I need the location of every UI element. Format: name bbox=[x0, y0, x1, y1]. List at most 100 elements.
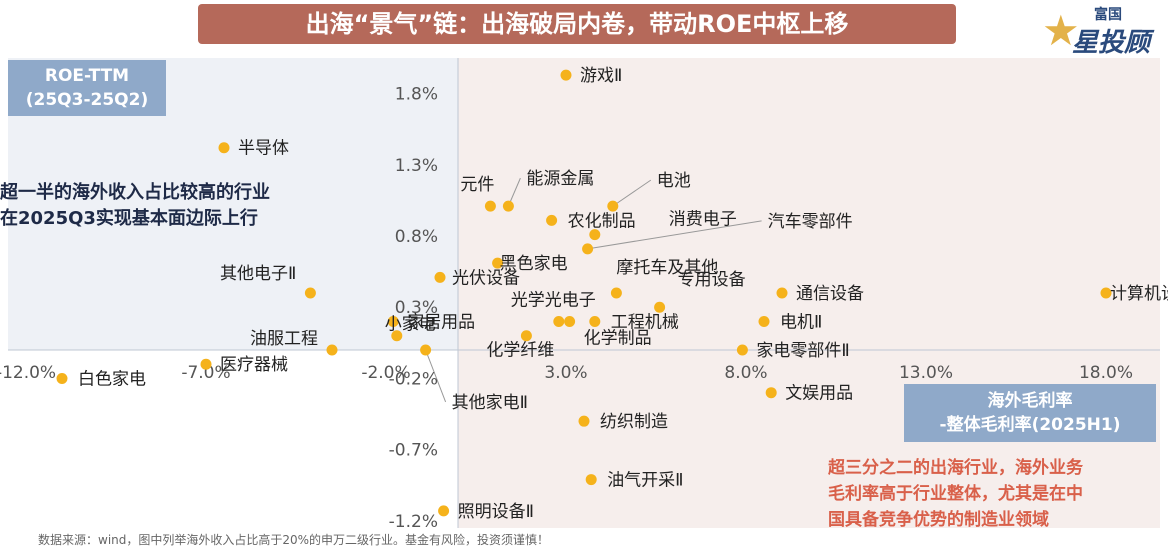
annotation-right-line1: 超三分之二的出海行业，海外业务 bbox=[828, 458, 1083, 478]
data-point bbox=[218, 142, 230, 154]
y-tick-label: 1.3% bbox=[395, 156, 438, 176]
data-label: 家居用品 bbox=[407, 312, 475, 332]
data-point bbox=[387, 315, 399, 327]
y-tick-label: -0.7% bbox=[389, 441, 438, 461]
data-label: 通信设备 bbox=[796, 284, 864, 304]
data-label: 化学纤维 bbox=[486, 341, 554, 361]
y-tick-label: 0.3% bbox=[395, 298, 438, 318]
data-label: 其他电子Ⅱ bbox=[220, 264, 296, 284]
data-label: 电机Ⅱ bbox=[780, 312, 822, 332]
data-point bbox=[438, 505, 450, 517]
data-label: 其他家电Ⅱ bbox=[452, 393, 528, 413]
star-icon: ★ bbox=[1042, 6, 1080, 55]
annotation-right-line3: 国具备竞争优势的制造业领域 bbox=[828, 510, 1049, 530]
data-point bbox=[564, 315, 576, 327]
data-label: 家电零部件Ⅱ bbox=[756, 341, 849, 361]
data-label: 医疗器械 bbox=[220, 355, 288, 375]
y-tick-label: -1.2% bbox=[389, 512, 438, 532]
x-tick-labels: -12.0% -7.0% -2.0% 3.0% 8.0% 13.0% 18.0% bbox=[0, 363, 1133, 383]
data-label: 油服工程 bbox=[250, 329, 318, 349]
data-label: 能源金属 bbox=[526, 169, 594, 189]
data-point bbox=[326, 344, 338, 356]
brand-logo: ★ 富国 星投顾 bbox=[1042, 4, 1162, 58]
data-label: 小家电 bbox=[385, 315, 436, 335]
data-label: 农化制品 bbox=[568, 211, 636, 231]
data-label: 纺织制造 bbox=[600, 412, 668, 432]
data-point bbox=[765, 387, 777, 399]
data-point bbox=[391, 330, 403, 342]
data-point bbox=[200, 358, 212, 370]
annotation-left: 超一半的海外收入占比较高的行业 在2025Q3实现基本面边际上行 bbox=[0, 180, 330, 232]
data-point bbox=[492, 257, 504, 269]
data-point bbox=[736, 344, 748, 356]
data-label: 光学光电子 bbox=[511, 290, 596, 310]
y-axis-label-box: ROE-TTM (25Q3-25Q2) bbox=[8, 60, 166, 116]
x-tick-label: -2.0% bbox=[361, 363, 410, 383]
x-axis-label-box: 海外毛利率 -整体毛利率(2025H1) bbox=[904, 384, 1156, 442]
leader-line bbox=[425, 349, 447, 403]
x-tick-label: 13.0% bbox=[899, 363, 953, 383]
logo-big-text: 星投顾 bbox=[1072, 28, 1151, 58]
data-label: 照明设备Ⅱ bbox=[458, 502, 534, 522]
data-point bbox=[484, 200, 496, 212]
x-tick-label: -12.0% bbox=[0, 363, 56, 383]
data-label: 汽车零部件 bbox=[768, 212, 853, 232]
data-label: 摩托车及其他 bbox=[616, 258, 718, 278]
data-point bbox=[610, 287, 622, 299]
data-point bbox=[553, 315, 565, 327]
y-tick-label: 1.8% bbox=[395, 85, 438, 105]
x-tick-label: 8.0% bbox=[724, 363, 767, 383]
data-point bbox=[434, 271, 446, 283]
data-label: 黑色家电 bbox=[500, 254, 568, 274]
y-axis-label-line2: (25Q3-25Q2) bbox=[25, 90, 149, 110]
data-point bbox=[582, 243, 594, 255]
data-label: 元件 bbox=[460, 175, 494, 195]
data-label: 化学制品 bbox=[584, 328, 652, 348]
data-point bbox=[546, 214, 558, 226]
data-label: 电池 bbox=[657, 171, 691, 191]
quadrant-right-bg bbox=[458, 58, 1160, 528]
x-axis-label-line1: 海外毛利率 bbox=[987, 391, 1073, 411]
x-tick-label: 18.0% bbox=[1079, 363, 1133, 383]
data-label: 半导体 bbox=[238, 139, 289, 159]
data-label: 消费电子 bbox=[669, 210, 737, 230]
data-point bbox=[758, 315, 770, 327]
y-axis-label-line1: ROE-TTM bbox=[44, 66, 130, 86]
annotation-right: 超三分之二的出海行业，海外业务 毛利率高于行业整体，尤其是在中 国具备竞争优势的… bbox=[828, 455, 1158, 533]
data-label: 游戏Ⅱ bbox=[580, 66, 622, 86]
data-point bbox=[585, 474, 597, 486]
logo-small-text: 富国 bbox=[1094, 7, 1122, 23]
x-tick-label: -7.0% bbox=[181, 363, 230, 383]
leader-line bbox=[612, 179, 652, 207]
data-points bbox=[56, 69, 1112, 517]
data-point bbox=[520, 330, 532, 342]
data-point bbox=[420, 344, 432, 356]
data-point bbox=[56, 372, 68, 384]
data-label: 工程机械 bbox=[611, 312, 679, 332]
data-source-note: 数据来源：wind，图中列举海外收入占比高于20%的申万二级行业。基金有风险，投… bbox=[38, 533, 550, 547]
data-label: 白色家电 bbox=[78, 369, 146, 389]
data-point bbox=[304, 287, 316, 299]
data-point bbox=[578, 415, 590, 427]
data-label: 光伏设备 bbox=[452, 268, 520, 288]
page-title: 出海“景气”链：出海破局内卷，带动ROE中枢上移 bbox=[198, 4, 956, 44]
data-point bbox=[607, 200, 619, 212]
data-label: 文娱用品 bbox=[785, 384, 853, 404]
data-label: 油气开采Ⅱ bbox=[607, 471, 683, 491]
data-point bbox=[654, 301, 666, 313]
y-tick-label: -0.2% bbox=[389, 369, 438, 389]
leader-line bbox=[587, 220, 762, 250]
data-point bbox=[776, 287, 788, 299]
data-label: 计算机设备 bbox=[1110, 284, 1168, 304]
annotation-left-line2: 在2025Q3实现基本面边际上行 bbox=[0, 208, 258, 229]
data-point bbox=[502, 200, 514, 212]
x-tick-label: 3.0% bbox=[544, 363, 587, 383]
data-label: 专用设备 bbox=[678, 270, 746, 290]
y-tick-label: 0.8% bbox=[395, 227, 438, 247]
data-point bbox=[589, 315, 601, 327]
data-point bbox=[589, 229, 601, 241]
data-point bbox=[1100, 287, 1112, 299]
data-point bbox=[560, 69, 572, 81]
annotation-right-line2: 毛利率高于行业整体，尤其是在中 bbox=[828, 484, 1083, 504]
